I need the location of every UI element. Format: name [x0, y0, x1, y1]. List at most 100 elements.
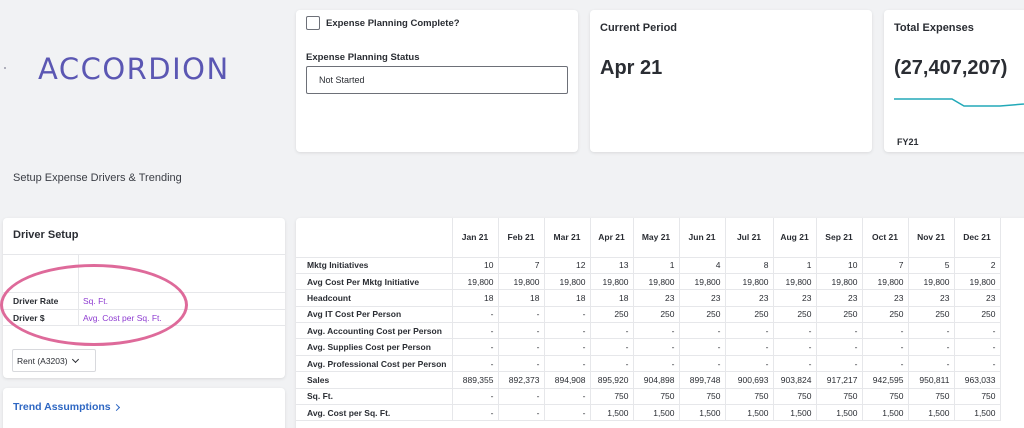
- table-cell[interactable]: -: [498, 404, 545, 421]
- table-cell[interactable]: 23: [633, 289, 680, 307]
- table-cell[interactable]: 903,824: [773, 371, 817, 389]
- table-cell[interactable]: 23: [679, 289, 726, 307]
- table-cell[interactable]: -: [452, 355, 499, 372]
- table-cell[interactable]: -: [498, 388, 545, 405]
- table-cell[interactable]: 900,693: [725, 371, 774, 389]
- table-cell[interactable]: -: [452, 306, 499, 323]
- table-cell[interactable]: -: [452, 388, 499, 405]
- table-cell[interactable]: -: [544, 306, 591, 323]
- table-cell[interactable]: 250: [633, 306, 680, 323]
- table-cell[interactable]: 10: [452, 257, 499, 274]
- table-cell[interactable]: 18: [498, 289, 545, 307]
- table-cell[interactable]: 13: [590, 257, 634, 274]
- table-cell[interactable]: 250: [773, 306, 817, 323]
- table-cell[interactable]: -: [544, 322, 591, 339]
- table-cell[interactable]: 1,500: [862, 404, 909, 421]
- table-cell[interactable]: 23: [816, 289, 863, 307]
- table-cell[interactable]: 1,500: [773, 404, 817, 421]
- table-cell[interactable]: -: [633, 338, 680, 356]
- table-cell[interactable]: -: [954, 338, 1001, 356]
- table-cell[interactable]: 1: [773, 257, 817, 274]
- table-cell[interactable]: -: [498, 338, 545, 356]
- table-cell[interactable]: -: [544, 388, 591, 405]
- table-cell[interactable]: 19,800: [816, 273, 863, 290]
- table-cell[interactable]: 19,800: [544, 273, 591, 290]
- table-cell[interactable]: 950,811: [908, 371, 955, 389]
- table-cell[interactable]: 250: [954, 306, 1001, 323]
- table-cell[interactable]: 250: [816, 306, 863, 323]
- table-cell[interactable]: 750: [590, 388, 634, 405]
- table-cell[interactable]: -: [954, 322, 1001, 339]
- table-cell[interactable]: 1,500: [816, 404, 863, 421]
- table-cell[interactable]: -: [908, 338, 955, 356]
- table-cell[interactable]: -: [452, 322, 499, 339]
- table-cell[interactable]: 750: [725, 388, 774, 405]
- table-cell[interactable]: 19,800: [908, 273, 955, 290]
- table-cell[interactable]: 19,800: [725, 273, 774, 290]
- table-cell[interactable]: 23: [862, 289, 909, 307]
- table-cell[interactable]: 19,800: [862, 273, 909, 290]
- table-cell[interactable]: 750: [954, 388, 1001, 405]
- table-cell[interactable]: -: [725, 355, 774, 372]
- table-cell[interactable]: -: [862, 355, 909, 372]
- table-cell[interactable]: 250: [862, 306, 909, 323]
- table-cell[interactable]: 942,595: [862, 371, 909, 389]
- trend-assumptions-link[interactable]: Trend Assumptions: [13, 401, 120, 413]
- table-cell[interactable]: 7: [498, 257, 545, 274]
- table-cell[interactable]: 19,800: [773, 273, 817, 290]
- table-cell[interactable]: 750: [908, 388, 955, 405]
- table-cell[interactable]: -: [862, 338, 909, 356]
- table-cell[interactable]: -: [773, 338, 817, 356]
- table-cell[interactable]: -: [498, 322, 545, 339]
- table-cell[interactable]: 2: [954, 257, 1001, 274]
- table-cell[interactable]: -: [816, 355, 863, 372]
- table-cell[interactable]: -: [544, 338, 591, 356]
- table-cell[interactable]: 1,500: [954, 404, 1001, 421]
- table-cell[interactable]: 18: [590, 289, 634, 307]
- table-cell[interactable]: 250: [725, 306, 774, 323]
- table-cell[interactable]: -: [816, 322, 863, 339]
- table-cell[interactable]: 1,500: [679, 404, 726, 421]
- table-cell[interactable]: -: [816, 338, 863, 356]
- table-cell[interactable]: -: [725, 322, 774, 339]
- driver-rate-value[interactable]: Sq. Ft.: [83, 296, 109, 306]
- table-cell[interactable]: 894,908: [544, 371, 591, 389]
- table-cell[interactable]: -: [544, 404, 591, 421]
- table-cell[interactable]: 19,800: [590, 273, 634, 290]
- table-cell[interactable]: 1,500: [590, 404, 634, 421]
- table-cell[interactable]: -: [862, 322, 909, 339]
- table-cell[interactable]: 18: [544, 289, 591, 307]
- table-cell[interactable]: 18: [452, 289, 499, 307]
- table-cell[interactable]: 19,800: [452, 273, 499, 290]
- table-cell[interactable]: -: [773, 355, 817, 372]
- table-cell[interactable]: -: [954, 355, 1001, 372]
- table-cell[interactable]: 250: [908, 306, 955, 323]
- table-cell[interactable]: 892,373: [498, 371, 545, 389]
- table-cell[interactable]: 5: [908, 257, 955, 274]
- table-cell[interactable]: 4: [679, 257, 726, 274]
- table-cell[interactable]: 1,500: [908, 404, 955, 421]
- table-cell[interactable]: 750: [633, 388, 680, 405]
- table-cell[interactable]: 19,800: [633, 273, 680, 290]
- table-cell[interactable]: 750: [862, 388, 909, 405]
- driver-row-value[interactable]: [79, 255, 285, 292]
- table-cell[interactable]: 917,217: [816, 371, 863, 389]
- table-cell[interactable]: 750: [816, 388, 863, 405]
- table-cell[interactable]: 904,898: [633, 371, 680, 389]
- table-cell[interactable]: -: [908, 322, 955, 339]
- table-cell[interactable]: -: [544, 355, 591, 372]
- table-cell[interactable]: 12: [544, 257, 591, 274]
- table-cell[interactable]: -: [590, 322, 634, 339]
- planning-complete-row[interactable]: Expense Planning Complete?: [306, 16, 460, 30]
- table-cell[interactable]: -: [498, 355, 545, 372]
- table-cell[interactable]: 963,033: [954, 371, 1001, 389]
- table-cell[interactable]: -: [590, 338, 634, 356]
- table-cell[interactable]: 250: [590, 306, 634, 323]
- planning-status-field[interactable]: Not Started: [306, 66, 568, 94]
- table-cell[interactable]: 1: [633, 257, 680, 274]
- table-cell[interactable]: 750: [773, 388, 817, 405]
- account-select[interactable]: Rent (A3203): [12, 349, 96, 372]
- table-cell[interactable]: 8: [725, 257, 774, 274]
- table-cell[interactable]: 10: [816, 257, 863, 274]
- table-cell[interactable]: -: [633, 355, 680, 372]
